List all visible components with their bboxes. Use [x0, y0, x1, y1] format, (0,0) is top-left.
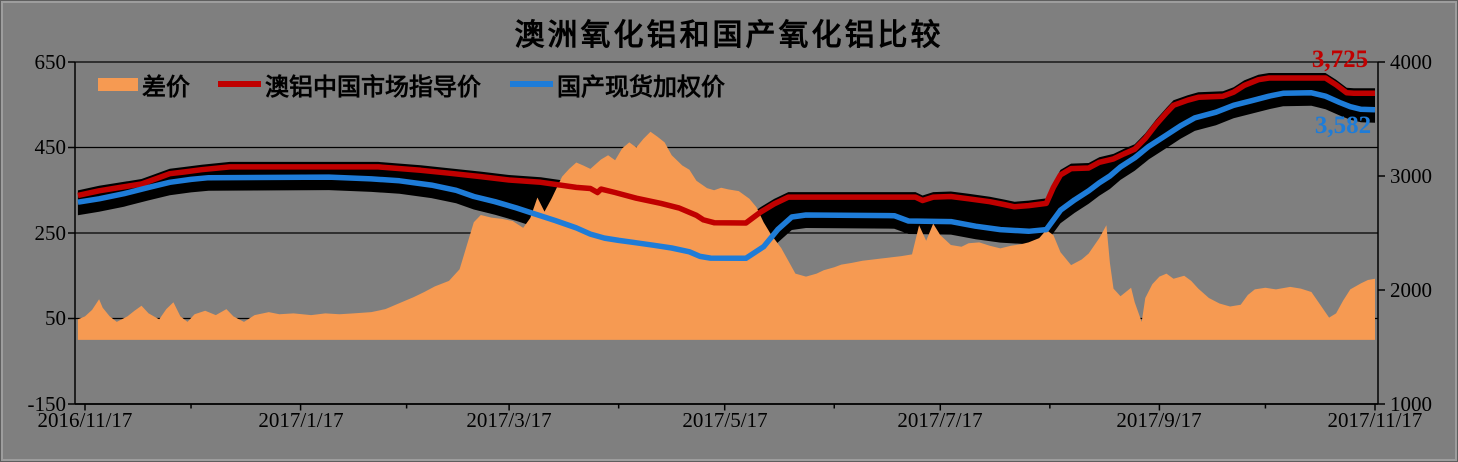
x-tick-label: 2017/1/17 [258, 408, 344, 432]
y-right-tick-label: 4000 [1390, 50, 1432, 74]
data-label-aus-final: 3,725 [1311, 46, 1369, 73]
blue-line-swatch-icon [510, 81, 553, 87]
chart-title: 澳洲氧化铝和国产氧化铝比较 [514, 19, 944, 52]
area-swatch-icon [98, 77, 138, 91]
y-right-tick-label: 3000 [1390, 164, 1432, 188]
data-label-domestic-final: 3,582 [1314, 112, 1372, 139]
legend-label-aus-guide-price: 澳铝中国市场指导价 [265, 73, 481, 101]
y-right-tick-label: 1000 [1390, 392, 1432, 416]
y-left-tick-label: 650 [34, 50, 67, 74]
x-tick-label: 2017/5/17 [682, 408, 768, 432]
y-right-tick-label: 2000 [1390, 278, 1432, 302]
chart-area: 澳洲氧化铝和国产氧化铝比较 差价 澳铝中国市场指导价 国产现货加权价 650 4… [3, 3, 1455, 459]
legend-label-spread: 差价 [142, 73, 190, 101]
legend-label-domestic-spot: 国产现货加权价 [557, 73, 725, 101]
x-tick-label: 2017/7/17 [897, 408, 983, 432]
x-tick-label: 2017/11/17 [1327, 408, 1423, 432]
legend-item-aus-guide-price[interactable]: 澳铝中国市场指导价 [218, 67, 481, 102]
legend-item-domestic-spot[interactable]: 国产现货加权价 [510, 67, 725, 102]
y-left-tick-label: 250 [34, 221, 67, 245]
aus-guide-price-line-series [77, 75, 1375, 226]
legend: 差价 澳铝中国市场指导价 国产现货加权价 [98, 71, 725, 101]
x-tick-label: 2016/11/17 [37, 408, 133, 432]
domestic-spot-line-series [77, 90, 1376, 262]
red-line-swatch-icon [218, 81, 261, 87]
x-tick-label: 2017/3/17 [466, 408, 552, 432]
y-left-tick-label: 50 [45, 306, 66, 330]
legend-item-spread[interactable]: 差价 [98, 67, 190, 102]
spread-area-series [77, 131, 1375, 340]
y-left-tick-label: -150 [27, 392, 67, 416]
plot-svg [68, 61, 1385, 411]
x-tick-label: 2017/9/17 [1116, 408, 1202, 432]
axes [68, 61, 1385, 411]
y-left-tick-label: 450 [34, 135, 67, 159]
